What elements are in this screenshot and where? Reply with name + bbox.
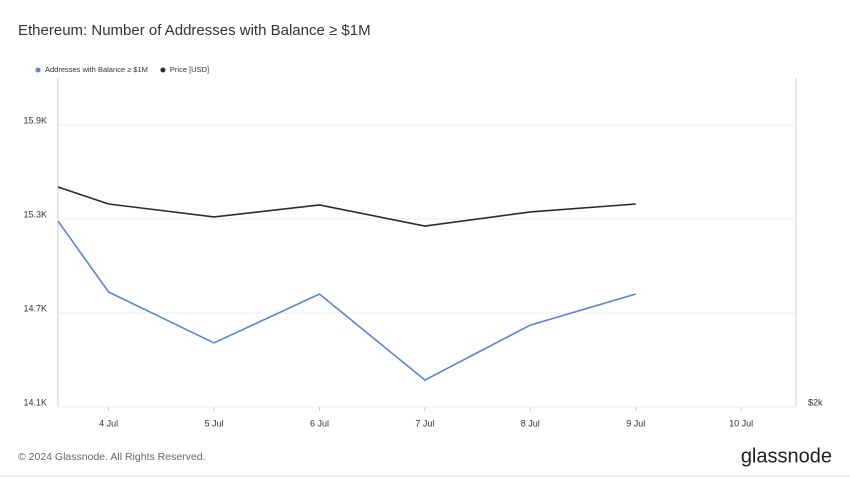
footer: © 2024 Glassnode. All Rights Reserved. bbox=[18, 451, 206, 463]
legend-dot bbox=[160, 67, 166, 73]
x-tick-label: 4 Jul bbox=[99, 418, 118, 428]
y2-tick-label: $2k bbox=[808, 397, 823, 407]
series-line bbox=[57, 220, 636, 382]
x-tick-label: 7 Jul bbox=[415, 418, 434, 428]
x-tick-label: 6 Jul bbox=[310, 418, 329, 428]
y-tick-label: 14.1K bbox=[23, 397, 47, 407]
y-tick-label: 15.3K bbox=[23, 209, 47, 219]
x-tick-label: 5 Jul bbox=[205, 418, 224, 428]
x-tick-label: 8 Jul bbox=[521, 418, 540, 428]
y-tick-label: 15.9K bbox=[23, 115, 47, 125]
logo: glassnode bbox=[741, 445, 832, 467]
x-tick-label: 9 Jul bbox=[626, 418, 645, 428]
legend-label: Price [USD] bbox=[170, 65, 209, 74]
legend-dot bbox=[35, 67, 41, 73]
series-line bbox=[57, 186, 636, 227]
chart-title: Ethereum: Number of Addresses with Balan… bbox=[18, 22, 371, 39]
x-tick-label: 10 Jul bbox=[729, 418, 753, 428]
legend-label: Addresses with Balance ≥ $1M bbox=[45, 65, 148, 74]
y-tick-label: 14.7K bbox=[23, 303, 47, 313]
